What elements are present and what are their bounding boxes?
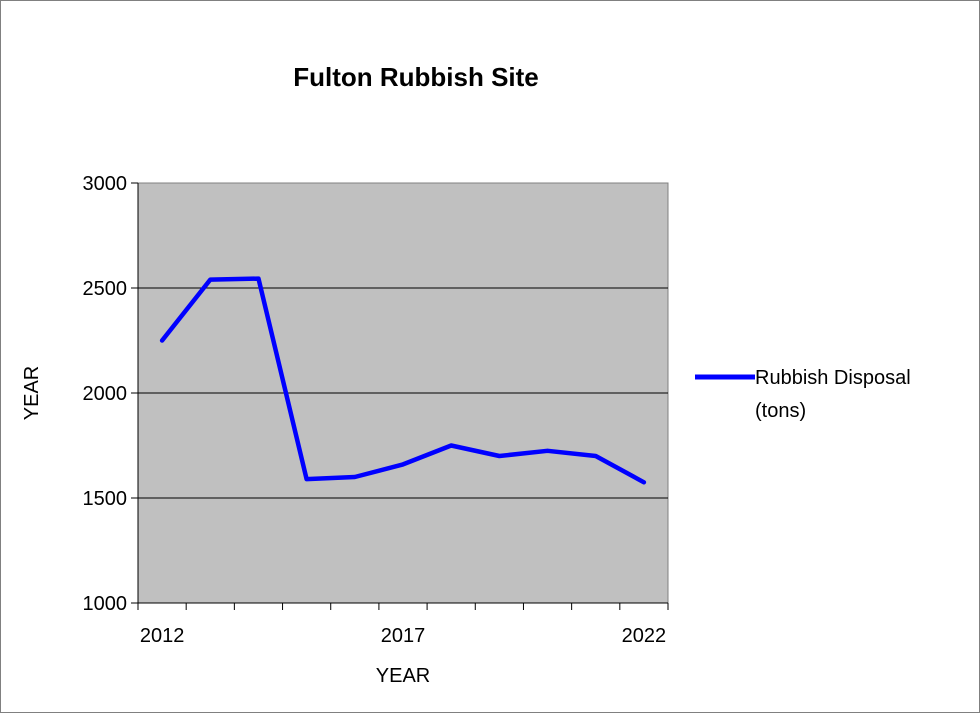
series-layer — [159, 276, 647, 485]
y-tick-label-1500: 1500 — [83, 488, 128, 510]
chart-title: Fulton Rubbish Site — [293, 62, 539, 92]
x-tick-label-2012: 2012 — [140, 625, 185, 647]
legend: Rubbish Disposal (tons) — [695, 367, 911, 422]
x-tick-label-2017: 2017 — [381, 625, 426, 647]
y-tick-labels: 1000 1500 2000 2500 3000 — [83, 173, 128, 615]
y-tick-label-1000: 1000 — [83, 593, 128, 615]
x-tick-labels: 2012 2017 2022 — [140, 625, 666, 647]
x-axis-label: YEAR — [376, 665, 430, 687]
gridlines — [138, 287, 668, 499]
y-tick-label-2500: 2500 — [83, 278, 128, 300]
y-axis-label: YEAR — [21, 366, 43, 420]
y-tick-label-3000: 3000 — [83, 173, 128, 195]
x-tick-label-2022: 2022 — [622, 625, 667, 647]
legend-label-line-1: Rubbish Disposal — [755, 367, 911, 389]
axes — [131, 182, 669, 610]
legend-label-line-2: (tons) — [755, 400, 806, 422]
y-tick-label-2000: 2000 — [83, 383, 128, 405]
